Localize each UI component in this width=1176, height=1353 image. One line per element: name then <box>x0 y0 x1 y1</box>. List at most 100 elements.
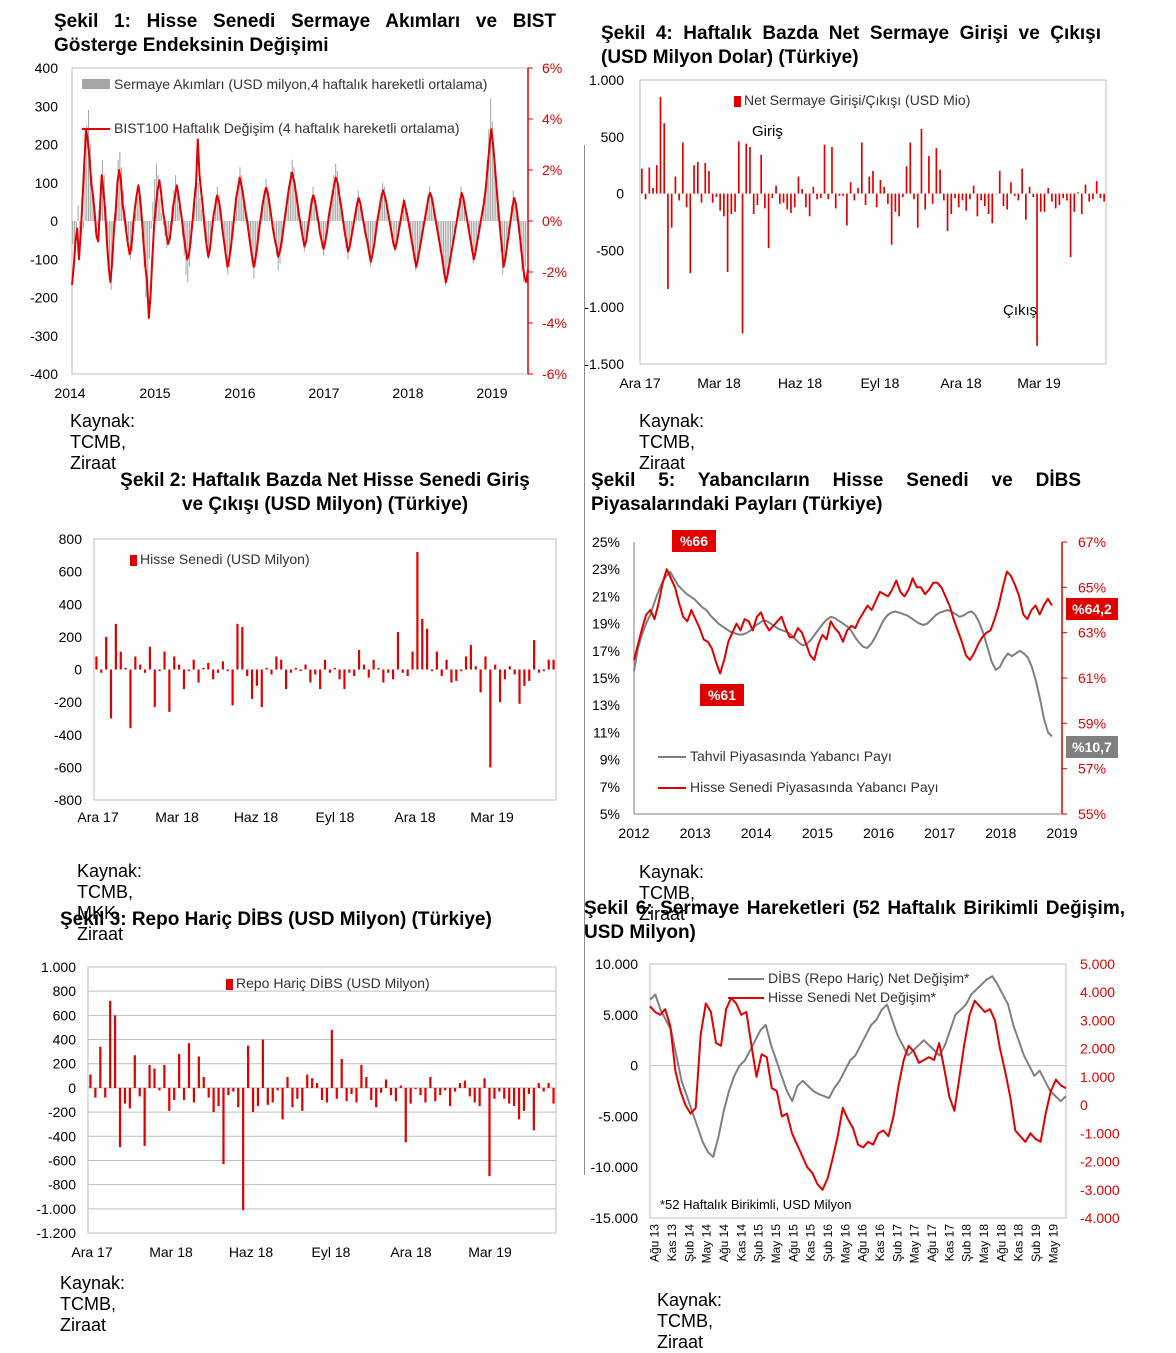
chart-1-bar-52 <box>162 221 164 225</box>
chart-3-bar-35 <box>261 1039 264 1088</box>
chart-1-bar-0 <box>72 221 74 244</box>
chart-1-yleft-tick-0: 400 <box>35 60 59 76</box>
chart-5-xtick-2: 2014 <box>741 825 772 841</box>
chart-4-bar-53 <box>838 193 841 196</box>
chart-5-yleft-tick-2: 21% <box>592 588 620 604</box>
chart-1-bar-26 <box>117 159 119 221</box>
chart-4-bar-7 <box>667 193 669 290</box>
chart-4-bar-19 <box>711 193 714 203</box>
chart-1-bar-45 <box>150 221 152 229</box>
chart-1-bar-218 <box>451 221 453 244</box>
chart-1-bar-132 <box>302 221 304 237</box>
chart-1-bar-32 <box>128 221 130 241</box>
chart-3-bar-9 <box>133 1055 136 1088</box>
chart-4-bar-26 <box>737 141 740 194</box>
chart-1-bar-232 <box>476 221 478 244</box>
chart-4: 1.000 500 0 -500 -1.000 -1.500 Ara 17 Mar 18 Haz… <box>584 72 1107 391</box>
chart-5-yleft-tick-6: 13% <box>592 697 620 713</box>
chart-6-xtick-20: Ağu 18 <box>994 1224 1008 1262</box>
chart-3-bar-30 <box>237 1087 240 1108</box>
chart-4-bar-85 <box>957 193 960 208</box>
chart-4-xtick-3: Eyl 18 <box>861 375 900 391</box>
chart-1-bar-96 <box>239 167 241 221</box>
chart-4-bar-15 <box>696 161 699 194</box>
chart-1-bar-204 <box>427 194 429 221</box>
chart-4-bar-61 <box>868 176 871 194</box>
chart-4-bar-81 <box>942 193 945 201</box>
chart-4-bar-119 <box>1084 184 1087 194</box>
chart-1-bar-261 <box>526 221 528 252</box>
chart-4-bar-16 <box>700 193 703 203</box>
chart-6-yright-tick-1: 4.000 <box>1080 984 1115 1000</box>
chart-3-bar-29 <box>232 1087 235 1092</box>
chart-3-bar-57 <box>370 1087 373 1100</box>
chart-4-bar-11 <box>682 142 684 194</box>
chart-3-bar-79 <box>478 1087 481 1107</box>
chart-2-bar-3 <box>109 669 113 719</box>
chart-6-xtick-17: Kas 17 <box>942 1224 956 1262</box>
chart-6-xtick-10: Şub 16 <box>821 1224 835 1262</box>
chart-1-bar-77 <box>206 221 208 252</box>
chart-2-bar-33 <box>255 669 259 686</box>
chart-2-bar-55 <box>362 664 365 670</box>
chart-3-bar-4 <box>109 1000 112 1088</box>
chart-1-bar-55 <box>168 221 170 244</box>
chart-2-bar-44 <box>309 669 312 683</box>
chart-5-yleft-tick-4: 17% <box>592 643 620 659</box>
chart-1-bar-7 <box>84 163 86 221</box>
chart-1-bar-22 <box>110 221 112 290</box>
chart-1-bar-38 <box>138 186 140 221</box>
chart-1-bar-214 <box>444 221 446 287</box>
chart-3-bar-76 <box>463 1080 466 1088</box>
chart-4-bar-34 <box>767 193 770 249</box>
chart-1-bar-110 <box>263 190 265 221</box>
chart-4-bar-64 <box>879 179 882 194</box>
chart-1-bar-224 <box>462 194 464 221</box>
chart-1-bar-184 <box>392 221 394 244</box>
chart-1-bar-9 <box>88 110 90 221</box>
chart-1-bar-233 <box>477 221 479 233</box>
chart-3-bar-77 <box>468 1087 471 1097</box>
chart-1-bar-87 <box>223 221 225 244</box>
chart-1-bar-199 <box>418 221 420 252</box>
chart-1-bar-171 <box>369 221 372 267</box>
chart-4-bar-20 <box>715 193 718 198</box>
chart-1-bar-211 <box>439 221 441 252</box>
chart-5-xtick-6: 2018 <box>985 825 1016 841</box>
chart-5-xtick-0: 2012 <box>618 825 649 841</box>
chart-3-bar-19 <box>182 1087 186 1100</box>
chart-3-ytick-8: -600 <box>48 1152 76 1168</box>
chart-3-bar-88 <box>522 1087 526 1111</box>
chart-3-ytick-3: 400 <box>53 1032 77 1048</box>
chart-6-source: Kaynak: TCMB, Ziraat <box>657 1290 723 1352</box>
chart-2-bar-26 <box>221 661 224 670</box>
chart-4-bar-87 <box>965 193 968 211</box>
chart-1-bar-95 <box>237 182 239 221</box>
chart-1-bar-103 <box>251 221 253 264</box>
chart-4-bar-21 <box>719 193 721 211</box>
chart-2-ytick-5: -200 <box>54 694 82 710</box>
chart-6-xtick-19: May 18 <box>977 1224 991 1264</box>
chart-6-yleft-tick-4: -10.000 <box>591 1159 639 1175</box>
chart-6-xtick-3: May 14 <box>700 1224 714 1264</box>
chart-2-xtick-0: Ara 17 <box>77 809 118 825</box>
chart-2-ytick-3: 200 <box>59 629 83 645</box>
chart-1-bar-244 <box>497 205 499 221</box>
chart-5-xtick-7: 2019 <box>1046 825 1077 841</box>
chart-1-bar-89 <box>227 221 229 275</box>
chart-1-bar-150 <box>333 175 335 221</box>
chart-2-bar-61 <box>391 669 395 680</box>
chart-1-bar-260 <box>524 221 526 267</box>
chart-2-bar-27 <box>226 669 229 672</box>
chart-1-bar-207 <box>432 205 434 221</box>
chart-2-bar-93 <box>547 659 550 670</box>
chart-2-bar-73 <box>450 669 453 683</box>
chart-3-bar-15 <box>163 1064 166 1088</box>
chart-1-bar-200 <box>420 221 422 241</box>
chart-2-xtick-3: Eyl 18 <box>316 809 355 825</box>
chart-4-bar-57 <box>853 193 856 201</box>
chart-3-bar-40 <box>286 1077 289 1088</box>
chart-6-yright-tick-4: 1.000 <box>1080 1069 1115 1085</box>
chart-3-ytick-4: 200 <box>53 1056 77 1072</box>
chart-6-xtick-13: Kas 16 <box>873 1224 887 1262</box>
